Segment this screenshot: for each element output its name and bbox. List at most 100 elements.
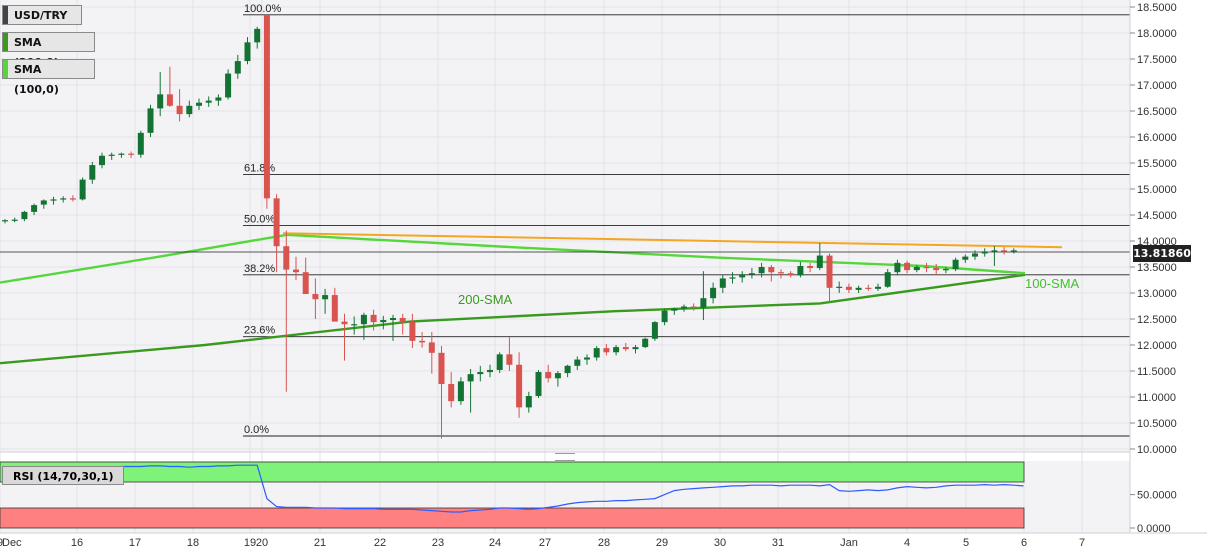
candle-body [99, 155, 105, 166]
candle [739, 271, 746, 283]
candle-body [457, 381, 464, 402]
date-tick-label: 24 [489, 537, 501, 549]
candle-body [981, 251, 988, 254]
candle [584, 354, 590, 365]
candle [322, 288, 329, 314]
candle [215, 94, 222, 106]
candle-body [157, 94, 164, 109]
candle [826, 253, 833, 304]
date-tick-label: Dec [2, 537, 22, 549]
candle-body [108, 154, 115, 156]
candle-body [991, 250, 998, 252]
date-tick-label: 7 [1079, 537, 1085, 549]
rsi-legend[interactable]: RSI (14,70,30,1) [2, 466, 125, 485]
candle-body [972, 253, 978, 257]
fib-level-label: 50.0% [244, 213, 275, 225]
candle [642, 337, 649, 349]
candle-body [681, 306, 687, 309]
candle [778, 269, 784, 279]
price-tick-label: 15.5000 [1137, 158, 1177, 170]
candle [962, 254, 969, 263]
sma-200-legend[interactable]: SMA (200,0) [2, 32, 95, 69]
candle-body [875, 286, 881, 289]
candle [884, 269, 891, 288]
candle-body [729, 277, 736, 279]
candle-body [419, 340, 426, 343]
candle-body [787, 273, 794, 276]
candle [419, 332, 426, 348]
candle-body [234, 61, 241, 74]
candle [603, 343, 610, 356]
sma-100-legend[interactable]: SMA (100,0) [2, 59, 95, 96]
candle [991, 246, 998, 266]
candle-body [574, 359, 581, 366]
candle-body [710, 287, 717, 299]
candle [516, 352, 523, 418]
sma-100-line [0, 233, 1026, 284]
candle [283, 230, 290, 392]
price-axis[interactable]: 18.5000 18.0000 17.5000 17.0000 16.5000 16.00… [1130, 2, 1177, 456]
price-tick-label: 13.5000 [1137, 262, 1177, 274]
candle [535, 369, 542, 399]
candle [797, 261, 804, 278]
candle [50, 196, 57, 205]
candle-body [40, 200, 47, 205]
price-tick-label: 11.5000 [1137, 366, 1176, 378]
candle [21, 210, 28, 222]
date-tick-label: 9 [0, 537, 3, 549]
candle-body [128, 153, 135, 155]
candle-body [370, 314, 377, 323]
rsi-axis[interactable]: 50.0000 0.0000 [1130, 490, 1177, 535]
candle-body [739, 274, 746, 278]
candle-body [409, 322, 416, 341]
candle-body [516, 364, 523, 408]
candle [399, 313, 406, 335]
candle [263, 14, 270, 209]
candle [719, 274, 726, 293]
candle-body [913, 267, 920, 271]
candle-body [137, 132, 144, 155]
price-tick-label: 17.5000 [1137, 54, 1177, 66]
candle-body [564, 365, 571, 374]
candle [787, 271, 794, 278]
price-tick-label: 12.0000 [1137, 340, 1177, 352]
candle [370, 309, 377, 331]
price-tick-label: 18.5000 [1137, 2, 1177, 14]
rsi-line [5, 464, 1024, 513]
candle [31, 203, 38, 215]
symbol-label[interactable]: USD/TRY [2, 5, 82, 25]
date-tick-label: 18 [187, 537, 199, 549]
price-tick-label: 17.0000 [1137, 80, 1177, 92]
candle-body [855, 287, 862, 290]
candle-body [273, 198, 280, 247]
candle [40, 199, 47, 209]
price-tick-label: 10.5000 [1137, 418, 1177, 430]
candle-body [535, 372, 542, 396]
candle [942, 267, 949, 274]
candle-body [884, 272, 891, 287]
candle-body [312, 294, 319, 300]
candle-body [894, 262, 901, 273]
candle [613, 345, 620, 356]
candle [710, 282, 717, 304]
date-tick-label: 30 [714, 537, 726, 549]
candle [487, 364, 493, 378]
candle-body [360, 314, 367, 325]
candle-body [283, 246, 290, 270]
panel-resize-handle[interactable] [555, 453, 575, 461]
candle [448, 372, 455, 408]
candle-body [1010, 250, 1017, 252]
symbol-text: USD/TRY [14, 9, 68, 22]
candle [681, 304, 687, 312]
candle-body [758, 267, 765, 274]
candle-body [390, 317, 396, 321]
candlesticks [2, 14, 1017, 439]
candle [137, 130, 144, 158]
candle [60, 196, 67, 203]
price-tick-label: 18.0000 [1137, 28, 1177, 40]
candle-body [293, 269, 299, 273]
candle-body [613, 347, 620, 353]
date-tick-label: Jan [840, 537, 858, 549]
candle-body [341, 321, 348, 325]
